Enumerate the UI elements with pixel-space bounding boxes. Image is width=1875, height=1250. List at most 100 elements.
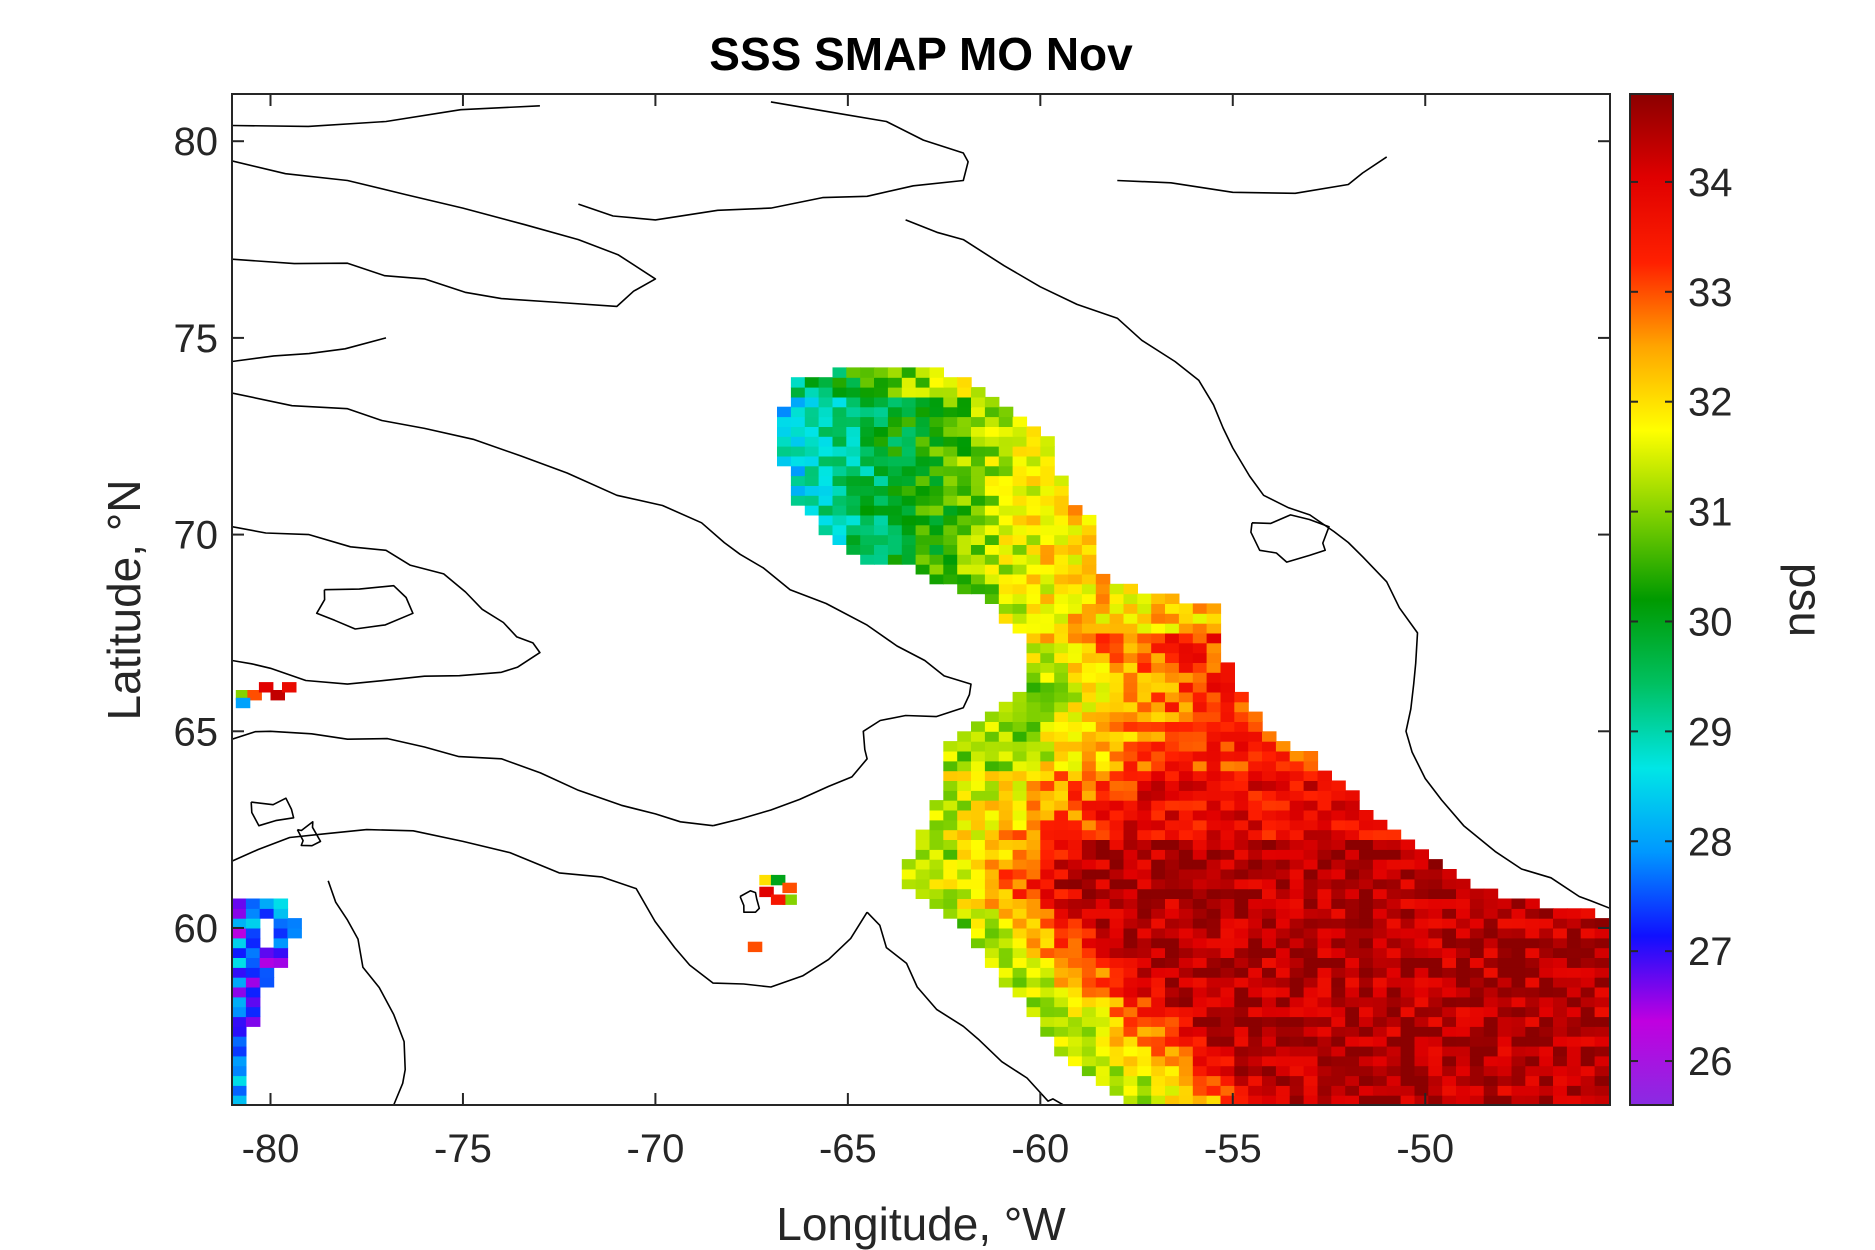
salinity-cell [860,396,875,408]
salinity-cell [1234,701,1249,713]
salinity-cell [998,554,1014,565]
salinity-cell [1109,613,1125,624]
salinity-cell [1483,918,1499,929]
salinity-cell [1539,977,1554,988]
salinity-cell [1400,947,1416,958]
salinity-cell [1303,918,1319,929]
salinity-cell [998,701,1014,713]
salinity-cell [1303,977,1319,988]
salinity-cell [1040,603,1055,614]
y-tick-label: 70 [174,514,219,558]
salinity-cell [971,465,986,477]
salinity-cell [887,524,903,536]
salinity-cell [1206,770,1222,781]
salinity-cell [1137,790,1152,801]
salinity-cell [1178,672,1194,683]
coastline [739,890,761,913]
salinity-cell [1553,947,1568,958]
salinity-cell [1331,957,1346,968]
salinity-cell [1456,987,1471,998]
salinity-cell [1206,996,1222,1008]
salinity-cell [1275,898,1291,909]
salinity-cell [1081,937,1097,949]
salinity-cell [1442,1065,1457,1077]
salinity-cell [1400,928,1416,939]
salinity-cell [971,859,986,870]
salinity-cell [1165,1065,1180,1077]
salinity-cell [1165,987,1180,998]
salinity-cell [998,947,1014,958]
salinity-cell [984,593,1000,604]
salinity-cell [1123,1026,1138,1037]
salinity-cell [971,760,986,772]
salinity-cell [860,514,875,526]
salinity-cell [1137,613,1152,624]
salinity-cell [1095,1016,1111,1027]
salinity-cell [1068,534,1083,545]
salinity-cell [247,690,262,701]
salinity-cell [1192,632,1208,644]
salinity-cell [998,485,1014,496]
salinity-cell [998,829,1014,840]
salinity-cell [1303,760,1319,772]
salinity-cell [874,505,889,516]
salinity-cell [971,426,986,437]
salinity-cell [1165,898,1180,909]
salinity-cell [1220,908,1235,919]
salinity-cell [1234,888,1249,899]
salinity-cell [1594,987,1610,998]
salinity-cell [1095,878,1111,890]
salinity-cell [790,426,806,437]
salinity-cell [1026,662,1041,673]
salinity-cell [957,849,972,860]
salinity-cell [1040,721,1055,732]
salinity-cell [846,436,861,447]
salinity-cell [971,475,986,486]
salinity-cell [1317,996,1332,1008]
salinity-cell [1165,770,1180,781]
salinity-cell [1234,859,1249,870]
salinity-cell [846,514,861,526]
salinity-cell [1275,869,1291,880]
salinity-cell [1081,790,1097,801]
salinity-cell [759,874,774,886]
salinity-cell [1026,947,1041,958]
salinity-cell [1151,721,1166,732]
salinity-cell [1151,1016,1166,1027]
salinity-cell [1220,898,1235,909]
salinity-cell [1151,1095,1166,1105]
salinity-cell [1525,1006,1540,1018]
salinity-cell [1289,967,1305,978]
salinity-cell [1178,1095,1194,1105]
salinity-cell [1026,475,1041,486]
salinity-cell [1081,859,1097,870]
salinity-cell [1081,691,1097,703]
salinity-cell [1095,898,1111,909]
salinity-cell [874,465,889,477]
salinity-cell [1109,947,1125,958]
salinity-cell [1109,957,1125,968]
salinity-cell [1012,898,1028,909]
salinity-cell [860,406,875,418]
salinity-cell [1137,721,1152,732]
salinity-cell [929,387,944,398]
salinity-cell [971,888,986,899]
salinity-cell [1192,1006,1208,1018]
salinity-cell [1178,1046,1194,1057]
salinity-cell [1068,790,1083,801]
salinity-cell [984,819,1000,831]
salinity-cell [1483,908,1499,919]
salinity-cell [1054,996,1069,1008]
salinity-cell [943,416,958,427]
salinity-cell [1109,751,1125,762]
salinity-cell [984,514,1000,526]
salinity-cell [901,367,917,378]
salinity-cell [1331,849,1346,860]
salinity-cell [1081,514,1097,526]
salinity-cell [1580,947,1596,958]
salinity-cell [1012,937,1028,949]
salinity-cell [1040,731,1055,742]
salinity-cell [1456,898,1471,909]
salinity-cell [273,908,289,919]
salinity-cell [1428,1085,1443,1096]
